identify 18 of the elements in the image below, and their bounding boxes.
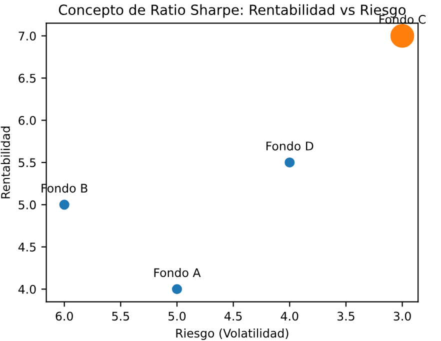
x-tick-label: 5.0: [168, 312, 186, 321]
y-tick-label: 4.5: [18, 242, 36, 252]
x-axis-title: Riesgo (Volatilidad): [176, 328, 288, 340]
x-tick-label: 3.0: [394, 312, 411, 321]
y-tick-label: 6.5: [18, 74, 36, 83]
y-tick-label: 5.5: [18, 158, 36, 168]
y-tick-label: 7.0: [18, 32, 36, 41]
x-tick-label: 4.5: [224, 312, 242, 321]
x-tick-label: 5.5: [112, 312, 130, 321]
x-tick-label: 4.0: [280, 312, 298, 321]
y-tick-label: 5.0: [18, 200, 36, 210]
x-tick-label: 6.0: [56, 312, 73, 321]
y-tick-label: 6.0: [18, 116, 36, 125]
annotation: Fondo A: [154, 268, 201, 278]
y-axis-title: Rentabilidad: [0, 126, 10, 198]
annotation: Fondo D: [266, 141, 314, 150]
x-tick-label: 3.5: [337, 312, 354, 321]
y-tick-label: 4.0: [18, 284, 36, 294]
